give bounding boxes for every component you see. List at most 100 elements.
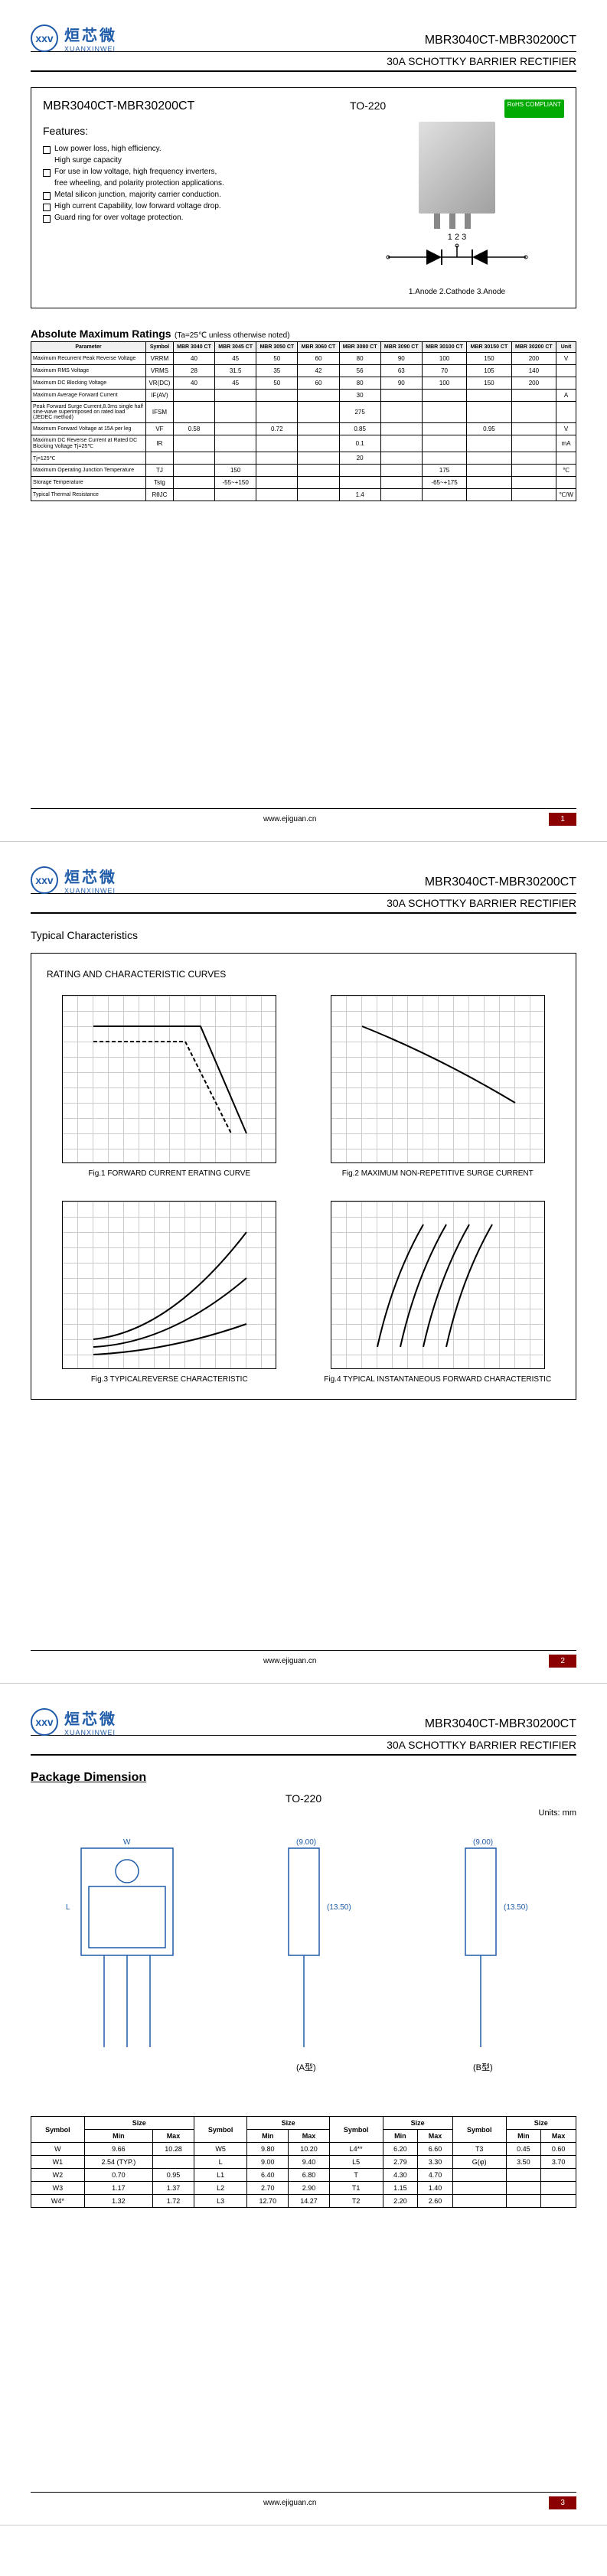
dim-th: Size <box>84 2117 194 2130</box>
dim-cell: 2.79 <box>383 2156 418 2169</box>
param-cell: Maximum Forward Voltage at 15A per leg <box>31 423 146 435</box>
package-title: Package Dimension <box>31 1771 576 1785</box>
dim-cell: 9.40 <box>289 2156 330 2169</box>
dim-cell: T1 <box>329 2182 383 2195</box>
dim-cell <box>506 2195 541 2208</box>
value-cell <box>339 477 380 489</box>
ratings-title: Absolute Maximum Ratings <box>31 328 171 340</box>
dim-th: Max <box>153 2130 194 2143</box>
table-row: Maximum Forward Voltage at 15A per legVF… <box>31 423 576 435</box>
feature-item: Low power loss, high efficiency. <box>43 145 335 153</box>
logo-en: XUANXINWEI <box>64 887 117 895</box>
chart-2-caption: Fig.2 MAXIMUM NON-REPETITIVE SURGE CURRE… <box>315 1169 561 1178</box>
dim-cell: W5 <box>194 2143 247 2156</box>
value-cell <box>256 477 298 489</box>
dim-cell: 9.80 <box>247 2143 289 2156</box>
features-left: MBR3040CT-MBR30200CT Features: Low power… <box>43 99 335 296</box>
ratings-th: Parameter <box>31 342 146 353</box>
table-row: Maximum Operating Junction TemperatureTJ… <box>31 465 576 477</box>
value-cell <box>298 402 339 423</box>
value-cell: 40 <box>173 377 214 390</box>
value-cell <box>256 402 298 423</box>
dim-cell <box>541 2169 576 2182</box>
value-cell: 70 <box>422 365 466 377</box>
dim-cell: W1 <box>31 2156 85 2169</box>
value-cell: 60 <box>298 353 339 365</box>
value-cell: 175 <box>422 465 466 477</box>
value-cell <box>511 402 556 423</box>
value-cell <box>215 390 256 402</box>
dimension-table: SymbolSize SymbolSize SymbolSize SymbolS… <box>31 2116 576 2208</box>
value-cell <box>511 465 556 477</box>
value-cell <box>298 435 339 452</box>
symbol-cell: VF <box>146 423 174 435</box>
chart-1-caption: Fig.1 FORWARD CURRENT ERATING CURVE <box>47 1169 292 1178</box>
table-row: Typical Thermal ResistanceRθJC1.4℃/W <box>31 489 576 501</box>
dim-cell: 0.60 <box>541 2143 576 2156</box>
param-cell: Typical Thermal Resistance <box>31 489 146 501</box>
dim-cell: 1.37 <box>153 2182 194 2195</box>
dim-cell: 4.30 <box>383 2169 418 2182</box>
dim-cell: 1.72 <box>153 2195 194 2208</box>
logo-en: XUANXINWEI <box>64 1729 117 1736</box>
feature-item: Guard ring for over voltage protection. <box>43 214 335 222</box>
value-cell: 42 <box>298 365 339 377</box>
value-cell: 63 <box>380 365 422 377</box>
value-cell <box>173 390 214 402</box>
value-cell: 100 <box>422 353 466 365</box>
unit-cell: A <box>556 390 576 402</box>
dim-cell: W3 <box>31 2182 85 2195</box>
table-row: Maximum DC Reverse Current at Rated DC B… <box>31 435 576 452</box>
features-title: Features: <box>43 125 335 137</box>
dim-cell: 10.28 <box>153 2143 194 2156</box>
dim-cell <box>452 2195 506 2208</box>
value-cell <box>215 423 256 435</box>
dim-th: Min <box>383 2130 418 2143</box>
param-cell: Storage Temperature <box>31 477 146 489</box>
value-cell: 90 <box>380 377 422 390</box>
table-row: W12.54 (TYP.)L9.009.40L52.793.30G(φ)3.50… <box>31 2156 576 2169</box>
package-image <box>419 122 495 214</box>
logo-mark: xxv <box>31 866 58 894</box>
ratings-th: Symbol <box>146 342 174 353</box>
value-cell <box>215 452 256 465</box>
value-cell <box>173 435 214 452</box>
value-cell: 150 <box>215 465 256 477</box>
feature-sub: High surge capacity <box>54 156 335 165</box>
value-cell <box>422 423 466 435</box>
symbol-cell: TJ <box>146 465 174 477</box>
value-cell: 30 <box>339 390 380 402</box>
value-cell <box>173 477 214 489</box>
param-cell: Maximum Average Forward Current <box>31 390 146 402</box>
svg-text:(B型): (B型) <box>473 2062 493 2072</box>
value-cell: 0.85 <box>339 423 380 435</box>
ratings-th: MBR 3090 CT <box>380 342 422 353</box>
chart-grid: Fig.1 FORWARD CURRENT ERATING CURVE Fig.… <box>47 995 560 1384</box>
unit-cell <box>556 365 576 377</box>
value-cell <box>380 489 422 501</box>
value-cell: 50 <box>256 377 298 390</box>
features-box: MBR3040CT-MBR30200CT Features: Low power… <box>31 87 576 308</box>
chart-3: Fig.3 TYPICALREVERSE CHARACTERISTIC <box>47 1201 292 1384</box>
dim-cell: W2 <box>31 2169 85 2182</box>
svg-text:W: W <box>123 1838 131 1847</box>
table-row: Maximum RMS VoltageVRMS2831.535425663701… <box>31 365 576 377</box>
drawing-side-a: (9.00) (13.50) (A型) <box>243 1833 380 2101</box>
svg-text:L: L <box>66 1903 70 1912</box>
page-number: 3 <box>549 2496 576 2509</box>
dim-cell: 14.27 <box>289 2195 330 2208</box>
dim-cell: 4.70 <box>418 2169 453 2182</box>
value-cell: 0.58 <box>173 423 214 435</box>
dim-cell <box>452 2169 506 2182</box>
logo-cn: 烜芯微 <box>64 1707 117 1729</box>
logo-cn: 烜芯微 <box>64 23 117 45</box>
package-label: TO-220 <box>350 99 386 112</box>
symbol-cell <box>146 452 174 465</box>
rohs-badge: RoHS COMPLIANT <box>504 99 564 118</box>
value-cell <box>256 390 298 402</box>
value-cell <box>467 390 511 402</box>
value-cell <box>511 435 556 452</box>
feature-item: For use in low voltage, high frequency i… <box>43 168 335 176</box>
dim-cell: 3.70 <box>541 2156 576 2169</box>
dim-cell <box>452 2182 506 2195</box>
